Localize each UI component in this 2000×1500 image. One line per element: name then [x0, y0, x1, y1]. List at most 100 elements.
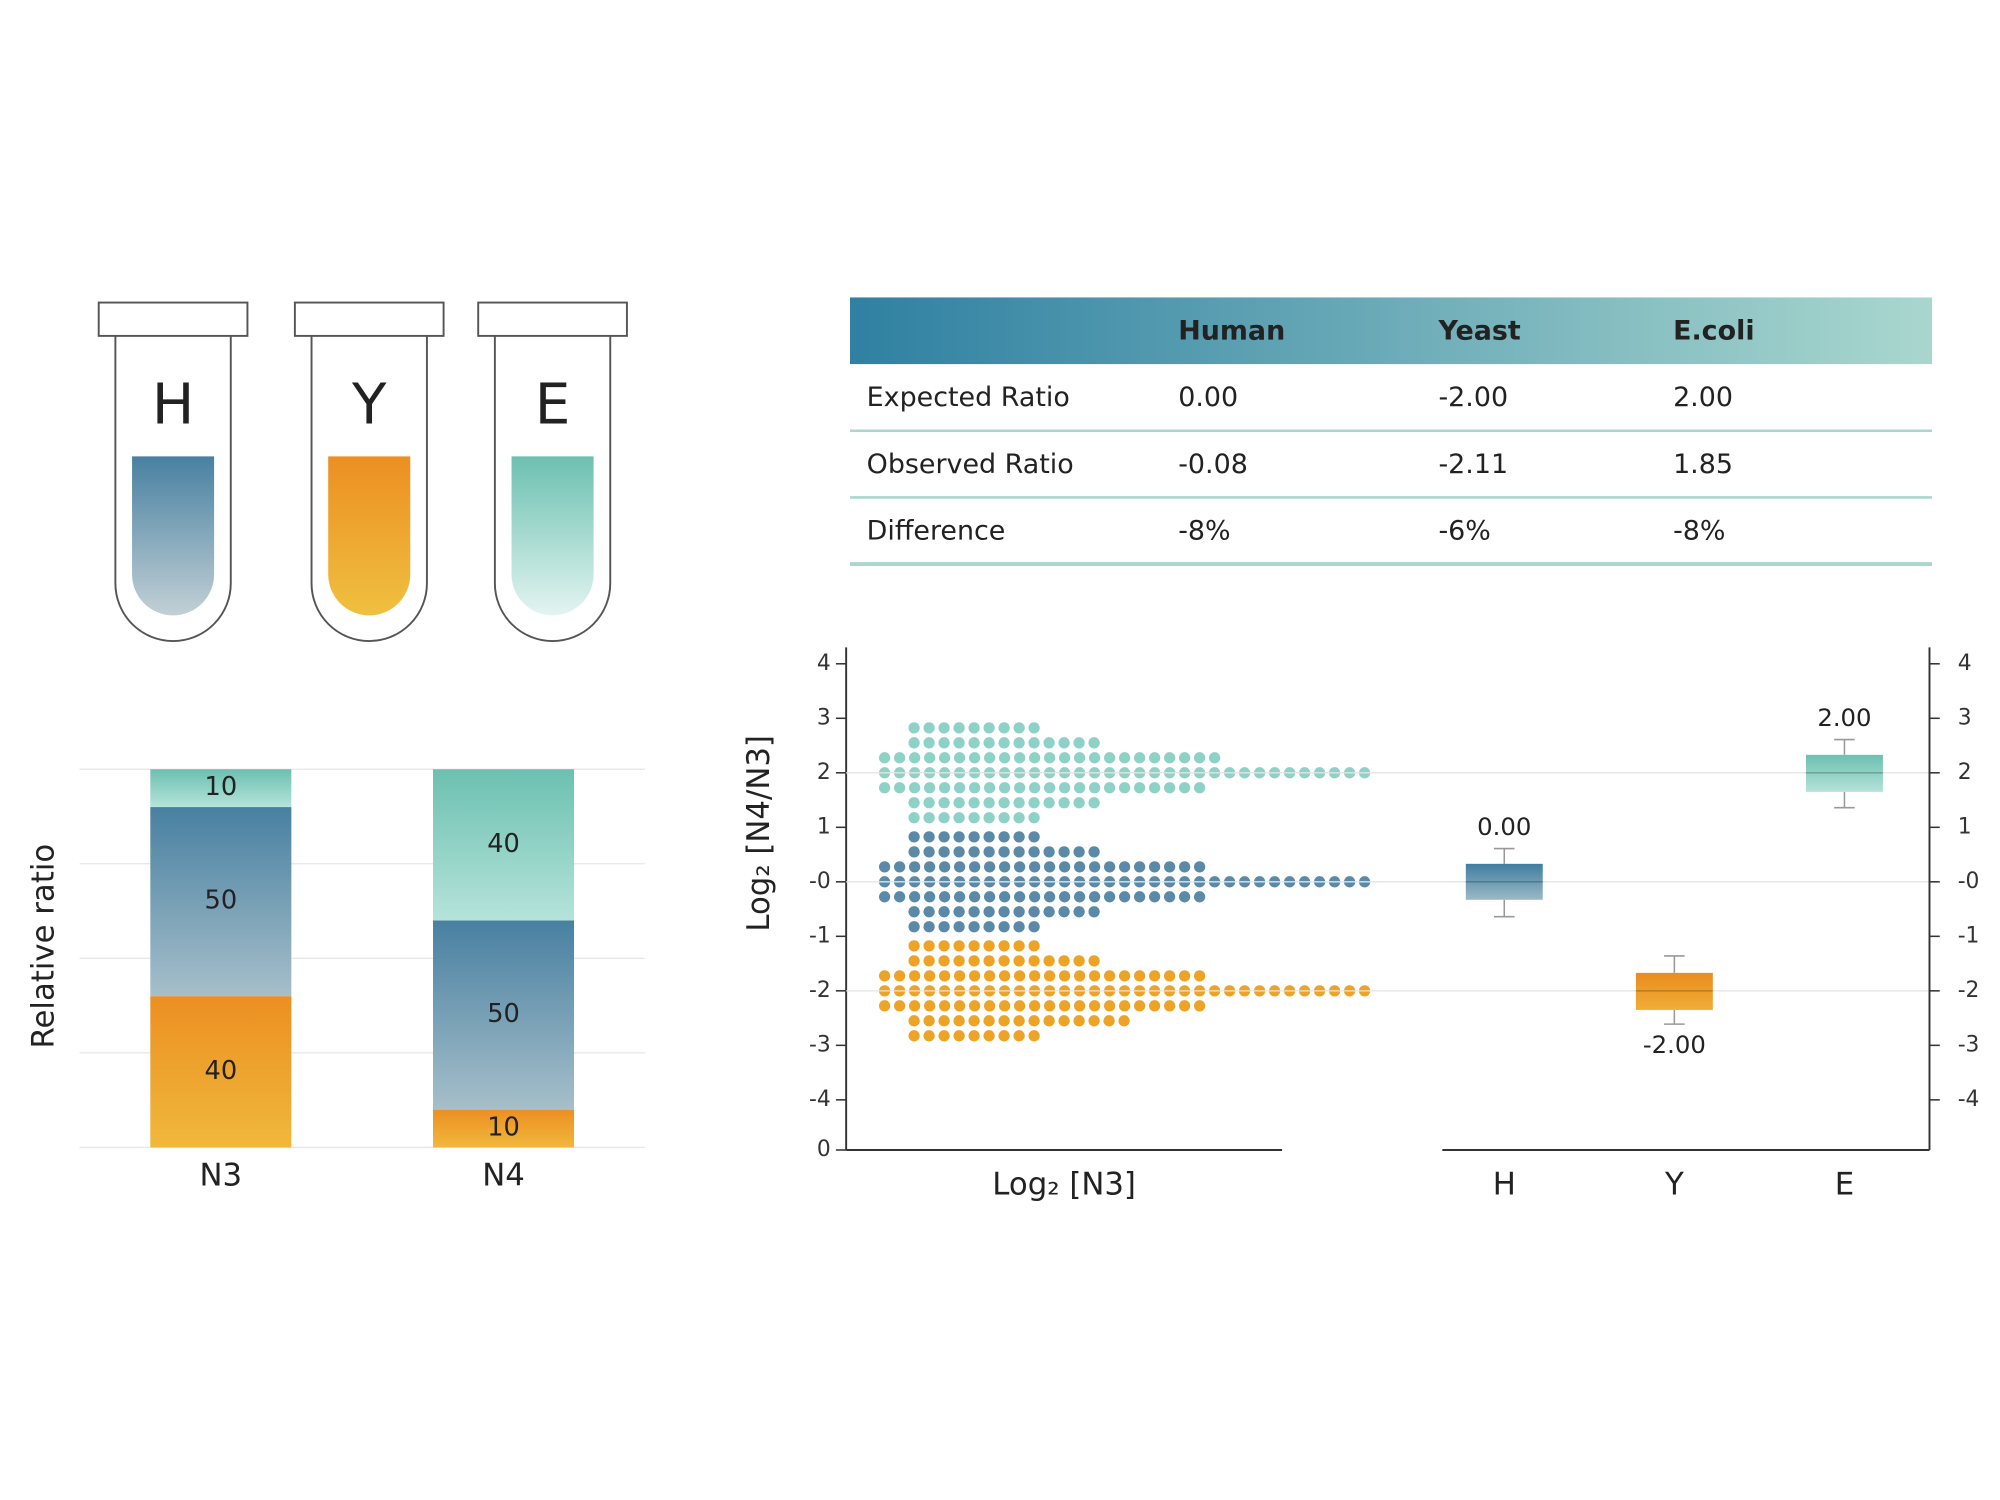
dot — [1028, 891, 1041, 903]
dot — [1028, 752, 1041, 764]
x-tick-label: 0 — [817, 1137, 831, 1162]
dot — [908, 955, 920, 967]
dot — [893, 752, 906, 764]
y-axis-label: Log₂ [N4/N3] — [741, 735, 777, 932]
dot — [1013, 970, 1026, 982]
dot — [1058, 797, 1070, 809]
y-axis-label: Relative ratio — [25, 844, 61, 1049]
dot — [1028, 1000, 1041, 1012]
y-tick-label: 1 — [817, 814, 831, 839]
dot — [893, 861, 906, 873]
dot — [1073, 891, 1086, 903]
dot — [1043, 906, 1055, 918]
dot — [1193, 861, 1206, 873]
dot — [923, 921, 935, 933]
dot — [908, 970, 921, 982]
dot — [1013, 831, 1025, 843]
dot — [998, 921, 1010, 933]
dot — [908, 906, 920, 918]
dot — [953, 737, 965, 749]
dot — [1013, 722, 1025, 734]
dot — [998, 940, 1010, 952]
dot — [968, 891, 981, 903]
dot — [968, 831, 980, 843]
tube-body — [310, 335, 428, 642]
table-header-bg — [850, 297, 1933, 365]
dot — [983, 752, 996, 764]
tube-liquid — [328, 456, 411, 616]
dot — [1028, 940, 1040, 952]
dot — [1133, 970, 1146, 982]
y-tick-label: -3 — [809, 1032, 831, 1057]
x-tick-label: N4 — [482, 1157, 525, 1193]
dot — [1103, 1000, 1116, 1012]
dot — [908, 831, 920, 843]
dot — [1178, 782, 1191, 794]
dot — [1118, 970, 1131, 982]
dot — [1013, 797, 1025, 809]
dot — [953, 752, 966, 764]
dot — [923, 861, 936, 873]
dot — [923, 1015, 935, 1027]
table-cell: -0.08 — [1178, 449, 1248, 480]
dot — [1133, 891, 1146, 903]
table-cell: -8% — [1673, 516, 1725, 547]
table-header: Yeast — [1437, 316, 1520, 347]
dot — [908, 797, 920, 809]
dot — [923, 737, 935, 749]
dot — [1058, 846, 1070, 858]
dot — [1088, 970, 1101, 982]
dot — [1178, 861, 1191, 873]
tube-cap — [293, 301, 445, 337]
tube-label: Y — [351, 372, 387, 437]
dot — [1043, 737, 1055, 749]
dot — [1148, 861, 1161, 873]
dot — [1013, 782, 1026, 794]
dot — [923, 891, 936, 903]
dot — [1073, 1015, 1085, 1027]
dot — [1163, 752, 1176, 764]
y2-tick-label: -1 — [1958, 923, 1980, 948]
dot — [1178, 1000, 1191, 1012]
dot — [938, 906, 950, 918]
dot — [953, 955, 965, 967]
dot — [953, 831, 965, 843]
segment-label: 40 — [487, 829, 520, 859]
dot — [968, 752, 981, 764]
tube-liquid — [511, 456, 594, 616]
box — [1465, 863, 1543, 900]
dot — [1073, 782, 1086, 794]
dot — [1058, 861, 1071, 873]
table-cell: -8% — [1178, 516, 1230, 547]
table-cell: Expected Ratio — [867, 382, 1070, 413]
dot — [1028, 737, 1040, 749]
dot — [908, 782, 921, 794]
dot — [1028, 797, 1040, 809]
dot — [1088, 846, 1100, 858]
y-tick-label: -4 — [809, 1087, 831, 1112]
dot — [878, 782, 891, 794]
y2-tick-label: 3 — [1958, 705, 1972, 730]
dot — [1118, 1000, 1131, 1012]
dot — [1028, 831, 1040, 843]
dot — [908, 1030, 920, 1042]
dot — [998, 846, 1010, 858]
table-cell: Observed Ratio — [867, 449, 1074, 480]
dot — [953, 970, 966, 982]
dot — [998, 906, 1010, 918]
dot — [968, 722, 980, 734]
dot — [893, 782, 906, 794]
bar-segment — [433, 769, 575, 921]
dot — [968, 782, 981, 794]
dot — [1103, 970, 1116, 982]
dot — [938, 861, 951, 873]
dot — [1088, 861, 1101, 873]
dot — [1073, 846, 1085, 858]
dot — [893, 891, 906, 903]
dot — [1073, 970, 1086, 982]
dot — [1043, 955, 1055, 967]
dot — [1073, 1000, 1086, 1012]
dot — [1088, 752, 1101, 764]
bar-segment — [150, 996, 292, 1148]
x-tick-label: N3 — [200, 1157, 243, 1193]
